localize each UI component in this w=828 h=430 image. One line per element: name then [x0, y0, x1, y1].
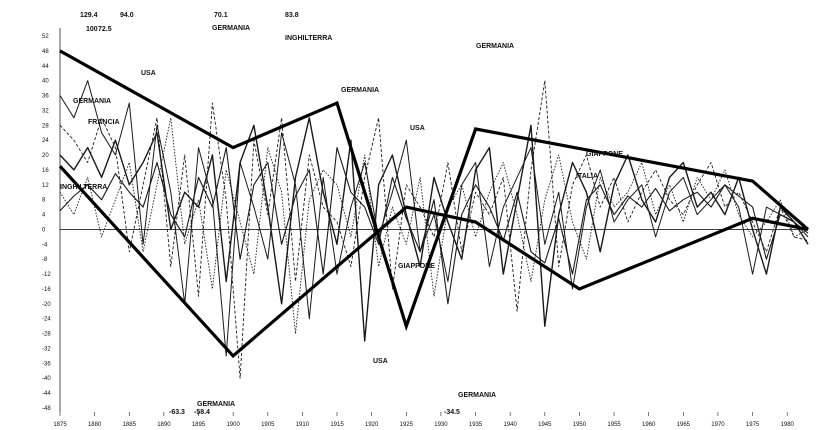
x-tick-label: 1895: [192, 422, 206, 428]
x-tick-label: 1940: [504, 422, 518, 428]
annotation-germania-1: GERMANIA: [73, 98, 111, 105]
peak-label-838: 83.8: [285, 12, 299, 19]
x-tick-label: 1925: [400, 422, 414, 428]
y-tick-label: 0: [42, 227, 46, 233]
x-tick-label: 1970: [711, 422, 725, 428]
x-tick-label: 1950: [573, 422, 587, 428]
y-tick-label: -24: [42, 317, 51, 323]
y-tick-label: 16: [42, 168, 49, 174]
annotation-francia: FRANCIA: [88, 119, 120, 126]
y-tick-label: -48: [42, 406, 51, 412]
x-tick-label: 1920: [365, 422, 379, 428]
annotation-germania-5: GERMANIA: [197, 401, 235, 408]
y-tick-label: -32: [42, 346, 51, 352]
x-tick-label: 1880: [88, 422, 102, 428]
y-tick-label: -28: [42, 332, 51, 338]
envelope-lower-line: [58, 165, 809, 359]
annotation-germania-4: GERMANIA: [476, 43, 514, 50]
y-tick-label: -12: [42, 272, 51, 278]
annotation-usa-1: USA: [141, 70, 156, 77]
peak-label-1294: 129.4: [80, 12, 98, 19]
annotation-inghilterra-1: INGHILTERRA: [60, 184, 107, 191]
y-tick-label: 48: [42, 49, 49, 55]
annotation-usa-3: USA: [373, 358, 388, 365]
x-tick-label: 1900: [226, 422, 240, 428]
x-tick-label: 1915: [330, 422, 344, 428]
series-line-2: [59, 80, 809, 379]
x-tick-label: 1875: [53, 422, 67, 428]
annotation-germania-6: GERMANIA: [458, 392, 496, 399]
annotation-inghilterra-2: INGHILTERRA: [285, 35, 332, 42]
y-tick-label: -20: [42, 302, 51, 308]
series-line-3: [59, 117, 809, 342]
y-tick-label: 8: [42, 198, 46, 204]
y-tick-label: 4: [42, 213, 46, 219]
x-axis: 1875 1880 1885 1890 1895 1900 1905 1910 1915 1920…: [53, 228, 808, 428]
y-tick-label: 44: [42, 64, 49, 70]
y-tick-label: -8: [42, 257, 48, 263]
y-tick-label: 32: [42, 108, 49, 114]
x-tick-label: 1885: [123, 422, 137, 428]
x-tick-label: 1935: [469, 422, 483, 428]
envelope-group: [58, 49, 810, 359]
y-tick-label: -44: [42, 391, 51, 397]
x-tick-label: 1980: [781, 422, 795, 428]
y-tick-label: 12: [42, 183, 49, 189]
series-line-1: [59, 147, 809, 305]
x-tick-label: 1945: [538, 422, 552, 428]
annotation-giappone-2: GIAPPONE: [586, 151, 623, 158]
y-tick-label: -16: [42, 287, 51, 293]
x-tick-label: 1910: [296, 422, 310, 428]
y-tick-label: 24: [42, 138, 49, 144]
y-tick-label: 52: [42, 34, 49, 40]
y-tick-label: 36: [42, 94, 49, 100]
peak-label-633: -63.3: [169, 409, 185, 416]
annotation-italia: ITALIA: [576, 173, 598, 180]
envelope-upper-line: [59, 49, 810, 332]
y-axis: 5248444036322824201612840-4-8-12-16-20-2…: [42, 28, 61, 412]
peak-label-345: -34.5: [444, 409, 460, 416]
y-tick-label: 28: [42, 123, 49, 129]
annotation-germania-2: GERMANIA: [212, 25, 250, 32]
x-tick-label: 1955: [607, 422, 621, 428]
peak-label-100: 100: [86, 26, 98, 33]
annotation-usa-2: USA: [410, 125, 425, 132]
x-tick-label: 1965: [677, 422, 691, 428]
series-line-5: [59, 80, 809, 357]
y-tick-label: 40: [42, 79, 49, 85]
x-tick-label: 1960: [642, 422, 656, 428]
x-tick-label: 1930: [434, 422, 448, 428]
x-tick-label: 1975: [746, 422, 760, 428]
peak-label-725: 72.5: [98, 26, 112, 33]
label-group: 129.4 100 72.5 94.0 70.1 83.8 -63.3 -58.…: [60, 12, 623, 416]
x-tick-label: 1905: [261, 422, 275, 428]
annotation-giappone-1: GIAPPONE: [398, 263, 435, 270]
peak-label-940: 94.0: [120, 12, 134, 19]
annotation-germania-3: GERMANIA: [341, 87, 379, 94]
y-tick-label: -36: [42, 361, 51, 367]
y-tick-label: 20: [42, 153, 49, 159]
y-tick-label: -4: [42, 242, 48, 248]
peak-label-584: -58.4: [194, 409, 210, 416]
y-tick-label: -40: [42, 376, 51, 382]
x-tick-label: 1890: [157, 422, 171, 428]
peak-label-701: 70.1: [214, 12, 228, 19]
